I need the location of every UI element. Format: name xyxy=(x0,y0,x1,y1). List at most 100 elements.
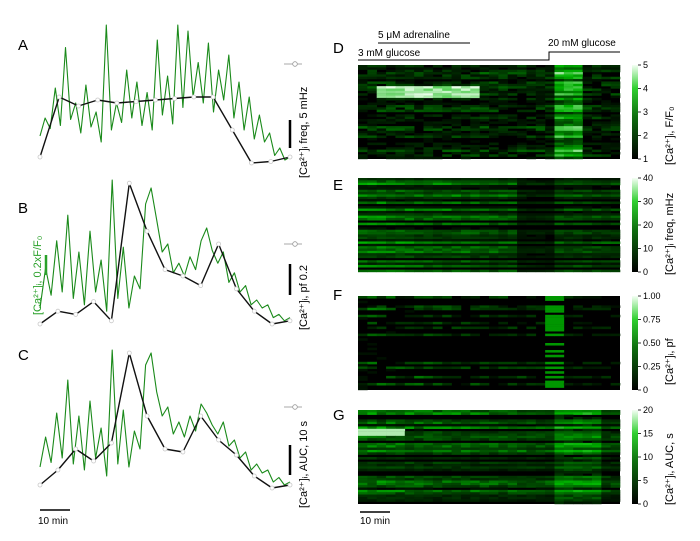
heatmap-cell xyxy=(404,250,415,254)
heatmap-cell xyxy=(451,107,462,110)
heatmap-cell xyxy=(414,69,424,73)
heatmap-cell xyxy=(358,464,368,467)
heatmap-cell xyxy=(414,494,424,498)
heatmap-cell xyxy=(591,107,602,110)
heatmap-cell xyxy=(554,248,565,252)
heatmap-cell xyxy=(591,489,602,493)
heatmap-cell xyxy=(404,201,415,205)
heatmap-cell xyxy=(395,206,406,209)
heatmap-cell xyxy=(423,182,434,186)
heatmap-cell xyxy=(545,130,555,134)
heatmap-cell xyxy=(554,232,565,235)
heatmap-cell xyxy=(507,67,518,70)
heatmap-cell xyxy=(358,97,368,101)
heatmap-cell xyxy=(545,298,555,301)
heatmap-cell xyxy=(601,107,611,110)
heatmap-cell xyxy=(507,478,518,481)
heatmap-cell xyxy=(507,361,518,365)
heatmap-cell xyxy=(526,248,537,252)
heatmap-cell xyxy=(442,457,452,460)
heatmap-cell xyxy=(358,317,368,320)
heatmap-cell xyxy=(358,482,368,486)
heatmap-cell xyxy=(563,130,574,134)
heatmap-cell xyxy=(573,185,583,188)
heatmap-cell xyxy=(591,366,602,370)
heatmap-cell xyxy=(367,241,378,244)
heatmap-cell xyxy=(507,366,518,370)
heatmap-cell xyxy=(582,475,593,479)
heatmap-cell xyxy=(376,433,387,437)
heatmap-cell xyxy=(517,496,527,500)
heatmap-cell xyxy=(451,67,462,70)
heatmap-cell xyxy=(517,307,527,311)
heatmap-cell xyxy=(442,243,452,247)
heatmap-cell xyxy=(610,410,621,413)
heatmap-cell xyxy=(563,156,574,160)
heatmap-cell xyxy=(432,438,443,441)
heatmap-cell xyxy=(563,90,574,94)
heatmap-cell xyxy=(451,489,462,493)
heatmap-cell xyxy=(460,182,471,186)
heatmap-cell xyxy=(489,86,499,89)
heatmap-cell xyxy=(414,496,424,500)
heatmap-cell xyxy=(591,189,602,193)
heatmap-cell xyxy=(423,255,434,259)
heatmap-cell xyxy=(470,492,480,495)
heatmap-cell xyxy=(535,438,546,441)
heatmap-cell xyxy=(535,149,546,153)
heatmap-cell xyxy=(479,269,490,273)
heatmap-cell xyxy=(591,452,602,455)
heatmap-cell xyxy=(517,485,527,488)
heatmap-cell xyxy=(517,457,527,460)
heatmap-cell xyxy=(451,69,462,73)
heatmap-cell xyxy=(442,229,452,233)
heatmap-cell xyxy=(535,382,546,386)
heatmap-cell xyxy=(545,149,555,153)
heatmap-cell xyxy=(367,431,378,434)
heatmap-cell xyxy=(358,410,368,413)
colorbar-tick-label: 1 xyxy=(643,154,648,164)
heatmap-cell xyxy=(451,366,462,370)
heatmap-cell xyxy=(573,424,583,427)
colorbar-g xyxy=(632,410,638,504)
heatmap-cell xyxy=(414,264,424,268)
heatmap-cell xyxy=(442,222,452,226)
heatmap-cell xyxy=(498,65,509,68)
heatmap-cell xyxy=(563,236,574,240)
heatmap-cell xyxy=(535,83,546,87)
heatmap-cell xyxy=(376,412,387,415)
heatmap-cell xyxy=(610,102,621,106)
heatmap-cell xyxy=(489,314,499,318)
heatmap-cell xyxy=(573,67,583,70)
heatmap-cell xyxy=(601,90,611,94)
heatmap-cell xyxy=(582,445,593,448)
heatmap-cell xyxy=(554,492,565,495)
heatmap-cell xyxy=(451,361,462,365)
heatmap-cell xyxy=(582,494,593,498)
heatmap-cell xyxy=(376,107,387,110)
heatmap-cell xyxy=(545,438,555,441)
heatmap-cell xyxy=(554,319,565,323)
overlay-marker xyxy=(126,350,132,356)
heatmap-cell xyxy=(386,248,396,252)
heatmap-cell xyxy=(573,229,583,233)
heatmap-cell xyxy=(526,74,537,77)
heatmap-cell xyxy=(582,438,593,441)
heatmap-cell xyxy=(479,250,490,254)
heatmap-cell xyxy=(367,185,378,188)
heatmap-cell xyxy=(554,128,565,131)
heatmap-cell xyxy=(404,310,415,313)
heatmap-cell xyxy=(573,457,583,460)
heatmap-cell xyxy=(591,74,602,77)
heatmap-cell xyxy=(367,449,378,453)
heatmap-cell xyxy=(358,307,368,311)
heatmap-cell xyxy=(554,464,565,467)
overlay-marker xyxy=(126,180,132,186)
heatmap-cell xyxy=(517,67,527,70)
heatmap-cell xyxy=(498,255,509,259)
heatmap-cell xyxy=(573,156,583,160)
heatmap-cell xyxy=(386,119,396,122)
heatmap-cell xyxy=(395,229,406,233)
heatmap-cell xyxy=(582,468,593,472)
heatmap-cell xyxy=(470,449,480,453)
